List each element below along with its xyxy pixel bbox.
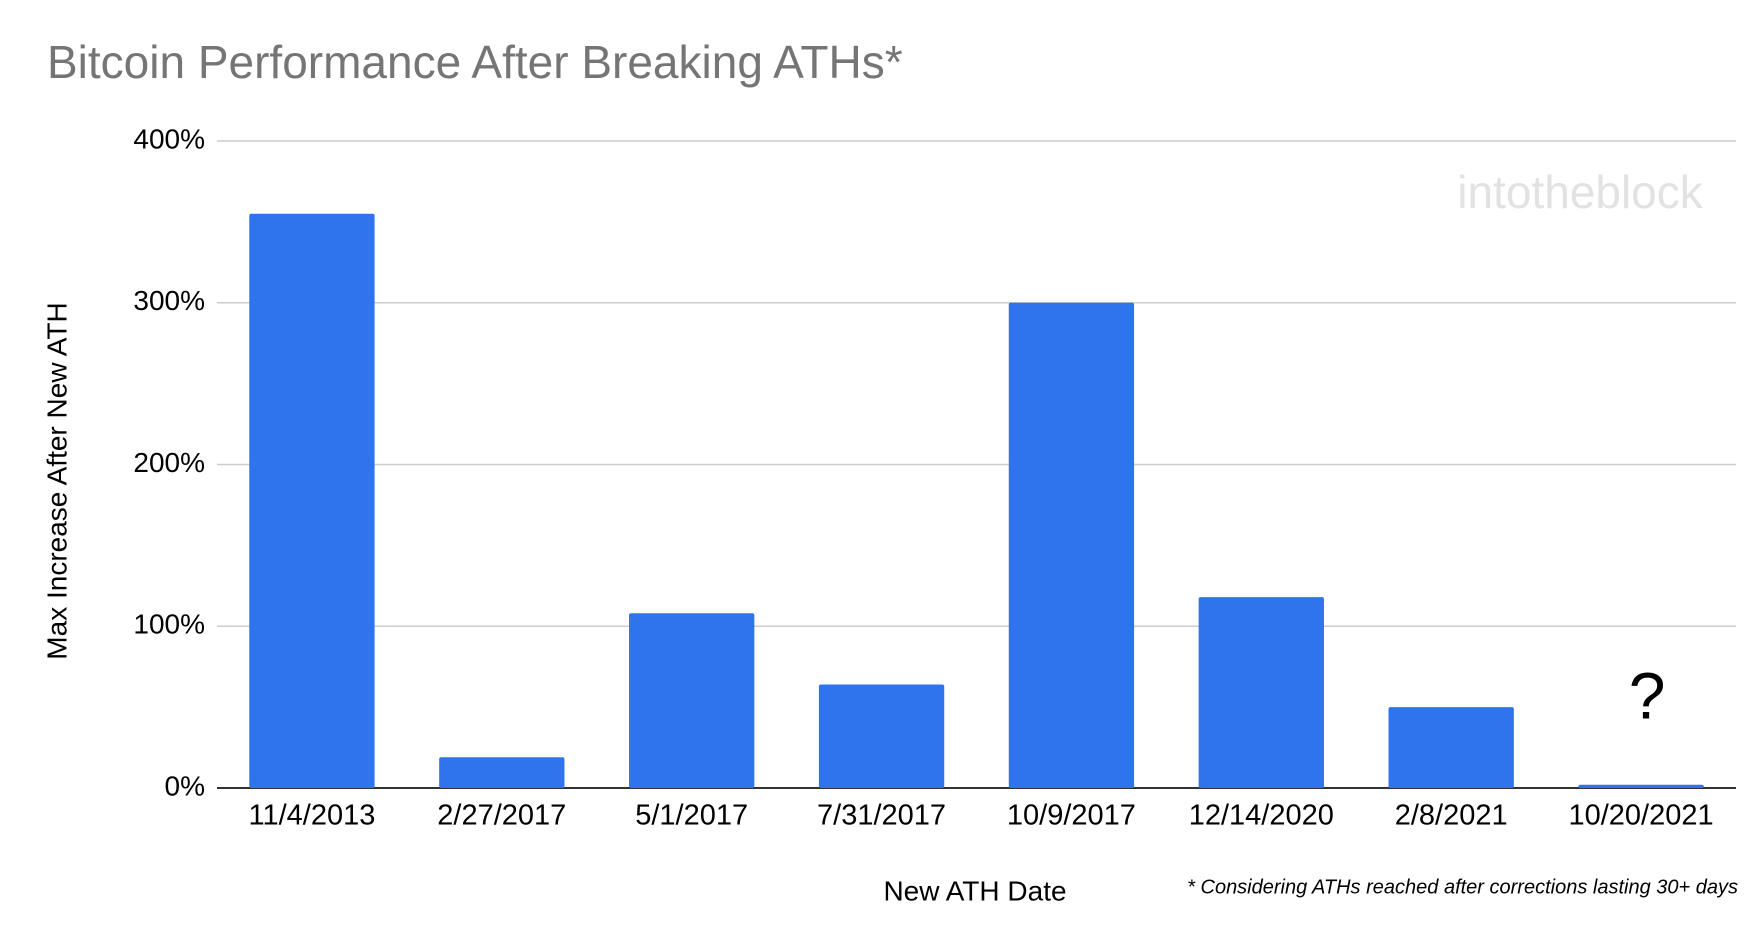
x-tick-label: 11/4/2013 — [249, 800, 376, 832]
x-tick-label: 5/1/2017 — [635, 800, 748, 832]
bar — [629, 613, 755, 788]
x-tick-label: 12/14/2020 — [1189, 800, 1334, 832]
x-tick-label: 10/9/2017 — [1007, 800, 1136, 832]
x-axis-label: New ATH Date — [883, 875, 1066, 906]
watermark: intotheblock — [1457, 166, 1703, 218]
bar — [818, 684, 945, 788]
x-tick-label: 7/31/2017 — [817, 800, 946, 832]
bar — [1008, 302, 1135, 788]
y-tick-label: 0% — [165, 770, 205, 801]
bar — [249, 213, 375, 789]
y-axis-label: Max Increase After New ATH — [41, 302, 72, 659]
y-tick-label: 400% — [133, 123, 205, 154]
x-tick-label: 10/20/2021 — [1568, 800, 1713, 832]
bar — [1388, 707, 1514, 788]
y-tick-label: 200% — [133, 447, 205, 478]
chart-title: Bitcoin Performance After Breaking ATHs* — [47, 36, 903, 88]
x-tick-label: 2/8/2021 — [1395, 800, 1508, 832]
bar — [439, 757, 565, 788]
x-tick-label: 2/27/2017 — [437, 800, 566, 832]
y-tick-label: 300% — [133, 285, 205, 316]
footnote: * Considering ATHs reached after correct… — [1187, 876, 1738, 898]
bar — [1578, 784, 1704, 788]
y-tick-label: 100% — [133, 609, 205, 640]
annotation: ? — [1629, 658, 1666, 732]
bar — [1198, 597, 1324, 788]
